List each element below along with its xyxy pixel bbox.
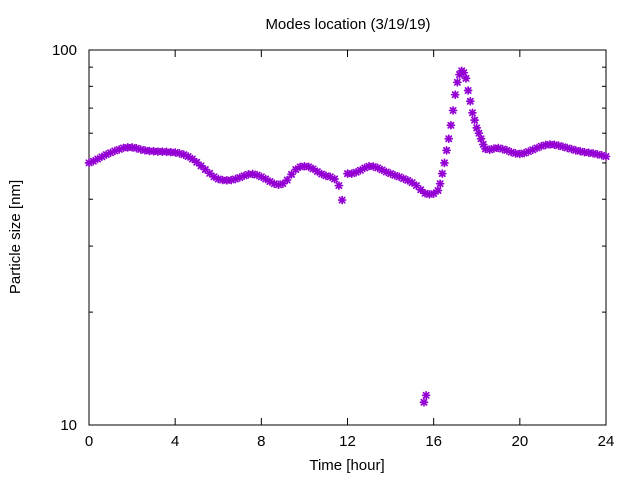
data-point — [421, 390, 431, 400]
data-point — [461, 74, 471, 83]
data-point — [291, 165, 301, 174]
data-point — [453, 77, 462, 87]
data-point — [407, 178, 417, 187]
y-axis-ticks: 10 100 — [52, 42, 606, 434]
x-tick-label: 24 — [598, 433, 615, 450]
data-point — [470, 115, 479, 125]
data-point — [337, 195, 347, 205]
data-point — [468, 108, 477, 118]
y-axis-label: Particle size [nm] — [7, 180, 24, 294]
data-point — [450, 90, 460, 100]
data-point — [440, 158, 449, 168]
data-point — [444, 134, 454, 144]
data-point — [448, 106, 458, 115]
data-point — [433, 186, 443, 195]
data-point — [437, 169, 447, 179]
x-tick-label: 4 — [171, 433, 179, 450]
data-point — [334, 181, 344, 190]
x-tick-label: 16 — [425, 433, 442, 450]
data-point — [584, 148, 594, 158]
data-point — [412, 181, 421, 190]
x-tick-label: 12 — [339, 433, 356, 450]
x-tick-label: 0 — [85, 433, 93, 450]
y-tick-label: 10 — [60, 417, 77, 434]
data-point — [330, 174, 339, 184]
data-point — [502, 146, 512, 155]
data-point — [601, 152, 611, 161]
data-point — [282, 175, 292, 185]
data-point — [442, 146, 451, 155]
y-tick-label: 100 — [52, 42, 77, 59]
x-tick-label: 8 — [257, 433, 265, 450]
data-point — [446, 120, 456, 130]
data-point — [419, 397, 429, 407]
x-tick-label: 20 — [511, 433, 528, 450]
chart-title: Modes location (3/19/19) — [265, 16, 430, 33]
data-point — [465, 96, 475, 106]
x-axis-ticks: 0 4 8 12 16 20 24 — [85, 50, 615, 450]
x-axis-label: Time [hour] — [309, 457, 384, 474]
data-point — [463, 86, 473, 95]
data-point — [435, 179, 445, 189]
plot-frame — [88, 49, 607, 426]
data-points — [84, 66, 611, 407]
